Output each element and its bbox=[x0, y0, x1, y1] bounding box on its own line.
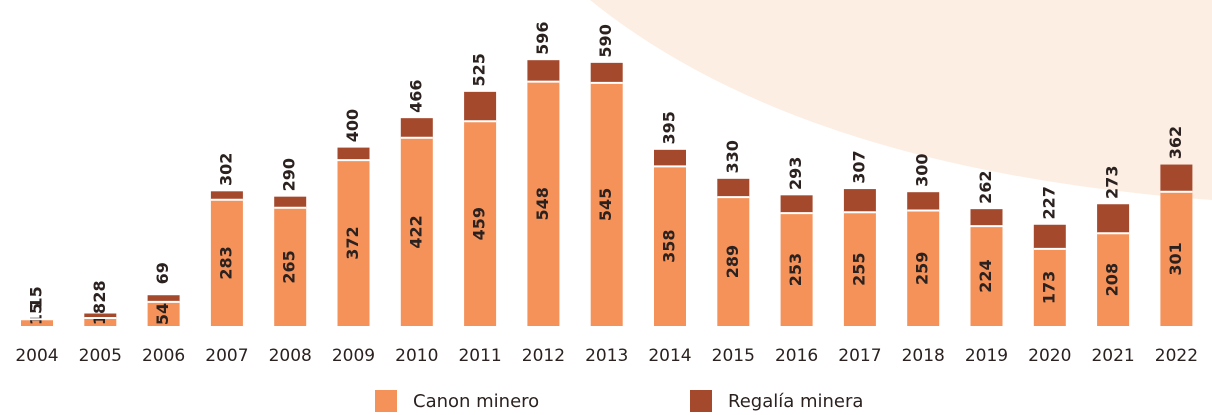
bar-segment bbox=[147, 295, 180, 302]
bar-segment bbox=[21, 319, 53, 326]
x-tick-label: 2019 bbox=[965, 346, 1008, 366]
x-tick-label: 2021 bbox=[1091, 346, 1134, 366]
total-label: 395 bbox=[660, 111, 679, 144]
bar-segment bbox=[274, 207, 307, 326]
value-label: 548 bbox=[533, 187, 552, 220]
value-label: 224 bbox=[976, 259, 995, 292]
value-label: 255 bbox=[849, 252, 868, 285]
bar-segment bbox=[970, 226, 1003, 326]
bar-segment bbox=[337, 147, 370, 161]
background-shape bbox=[590, 0, 1212, 200]
bar-segment bbox=[970, 209, 1003, 227]
bar-segment bbox=[843, 189, 876, 213]
x-tick-label: 2018 bbox=[902, 346, 945, 366]
total-label: 69 bbox=[153, 262, 172, 284]
legend-swatch bbox=[375, 390, 397, 412]
bar-segment bbox=[907, 210, 940, 326]
bar-segment bbox=[654, 166, 686, 326]
value-label: 301 bbox=[1166, 242, 1185, 275]
total-label: 525 bbox=[470, 53, 489, 86]
bar-segment bbox=[400, 137, 433, 326]
total-label: 466 bbox=[406, 79, 425, 112]
bar-segment bbox=[717, 178, 750, 198]
bar-segment bbox=[780, 195, 813, 214]
value-label: 253 bbox=[786, 253, 805, 286]
bar-segment bbox=[464, 121, 497, 326]
total-label: 400 bbox=[343, 109, 362, 142]
bar-segment bbox=[464, 91, 497, 122]
bar-segment bbox=[590, 62, 623, 83]
bar-segment bbox=[147, 301, 180, 326]
bar-segment bbox=[590, 82, 623, 327]
x-tick-label: 2014 bbox=[648, 346, 691, 366]
x-tick-label: 2006 bbox=[142, 346, 185, 366]
value-label: 283 bbox=[216, 246, 235, 279]
total-label: 290 bbox=[280, 158, 299, 191]
x-tick-label: 2016 bbox=[775, 346, 818, 366]
bar-segment bbox=[274, 196, 307, 208]
value-label: 259 bbox=[913, 252, 932, 285]
x-tick-label: 2010 bbox=[395, 346, 438, 366]
x-tick-label: 2017 bbox=[838, 346, 881, 366]
bar-segment bbox=[1097, 233, 1130, 326]
bar-segment bbox=[337, 160, 370, 326]
total-label: 330 bbox=[723, 140, 742, 173]
bar-segment bbox=[84, 313, 117, 318]
bar-segment bbox=[527, 60, 560, 82]
value-label: 459 bbox=[470, 207, 489, 240]
total-label: 293 bbox=[786, 157, 805, 190]
bar-segment bbox=[1160, 164, 1193, 192]
x-tick-label: 2011 bbox=[458, 346, 501, 366]
value-label: 372 bbox=[343, 226, 362, 259]
legend-label: Regalía minera bbox=[728, 391, 863, 412]
total-label: 262 bbox=[976, 170, 995, 203]
bar-segment bbox=[780, 213, 813, 326]
bar-segment bbox=[210, 199, 243, 326]
value-label: 422 bbox=[406, 215, 425, 248]
total-label: 307 bbox=[849, 150, 868, 183]
x-tick-label: 2020 bbox=[1028, 346, 1071, 366]
bar-segment bbox=[1033, 248, 1066, 326]
x-tick-label: 2004 bbox=[15, 346, 58, 366]
bar-segment bbox=[843, 212, 876, 326]
value-label: 208 bbox=[1103, 263, 1122, 296]
bar-segment bbox=[84, 317, 117, 326]
legend-label: Canon minero bbox=[413, 391, 539, 412]
bar-segment bbox=[1160, 191, 1193, 326]
total-label: 590 bbox=[596, 24, 615, 57]
total-label: 300 bbox=[913, 153, 932, 186]
bar-segment bbox=[654, 149, 686, 167]
total-label: 15 bbox=[27, 286, 46, 308]
total-label: 302 bbox=[216, 153, 235, 186]
total-label: 227 bbox=[1039, 186, 1058, 219]
x-tick-label: 2005 bbox=[79, 346, 122, 366]
bar-segment bbox=[1033, 224, 1066, 249]
value-label: 358 bbox=[660, 229, 679, 262]
bar-segment bbox=[717, 197, 750, 326]
bar-segment bbox=[1097, 204, 1130, 234]
x-tick-label: 2022 bbox=[1155, 346, 1198, 366]
value-label: 54 bbox=[153, 303, 172, 325]
total-label: 362 bbox=[1166, 126, 1185, 159]
total-label: 596 bbox=[533, 21, 552, 54]
bar-segment bbox=[210, 191, 243, 200]
x-tick-label: 2015 bbox=[712, 346, 755, 366]
x-tick-label: 2009 bbox=[332, 346, 375, 366]
value-label: 173 bbox=[1039, 271, 1058, 304]
bar-segment bbox=[527, 81, 560, 326]
x-tick-label: 2012 bbox=[522, 346, 565, 366]
bar-segment bbox=[400, 118, 433, 138]
x-tick-label: 2007 bbox=[205, 346, 248, 366]
x-tick-label: 2008 bbox=[269, 346, 312, 366]
value-label: 265 bbox=[280, 250, 299, 283]
value-label: 545 bbox=[596, 188, 615, 221]
total-label: 273 bbox=[1103, 166, 1122, 199]
legend-swatch bbox=[690, 390, 712, 412]
x-tick-label: 2013 bbox=[585, 346, 628, 366]
value-label: 289 bbox=[723, 245, 742, 278]
bar-segment bbox=[907, 192, 940, 211]
total-label: 28 bbox=[90, 280, 109, 302]
